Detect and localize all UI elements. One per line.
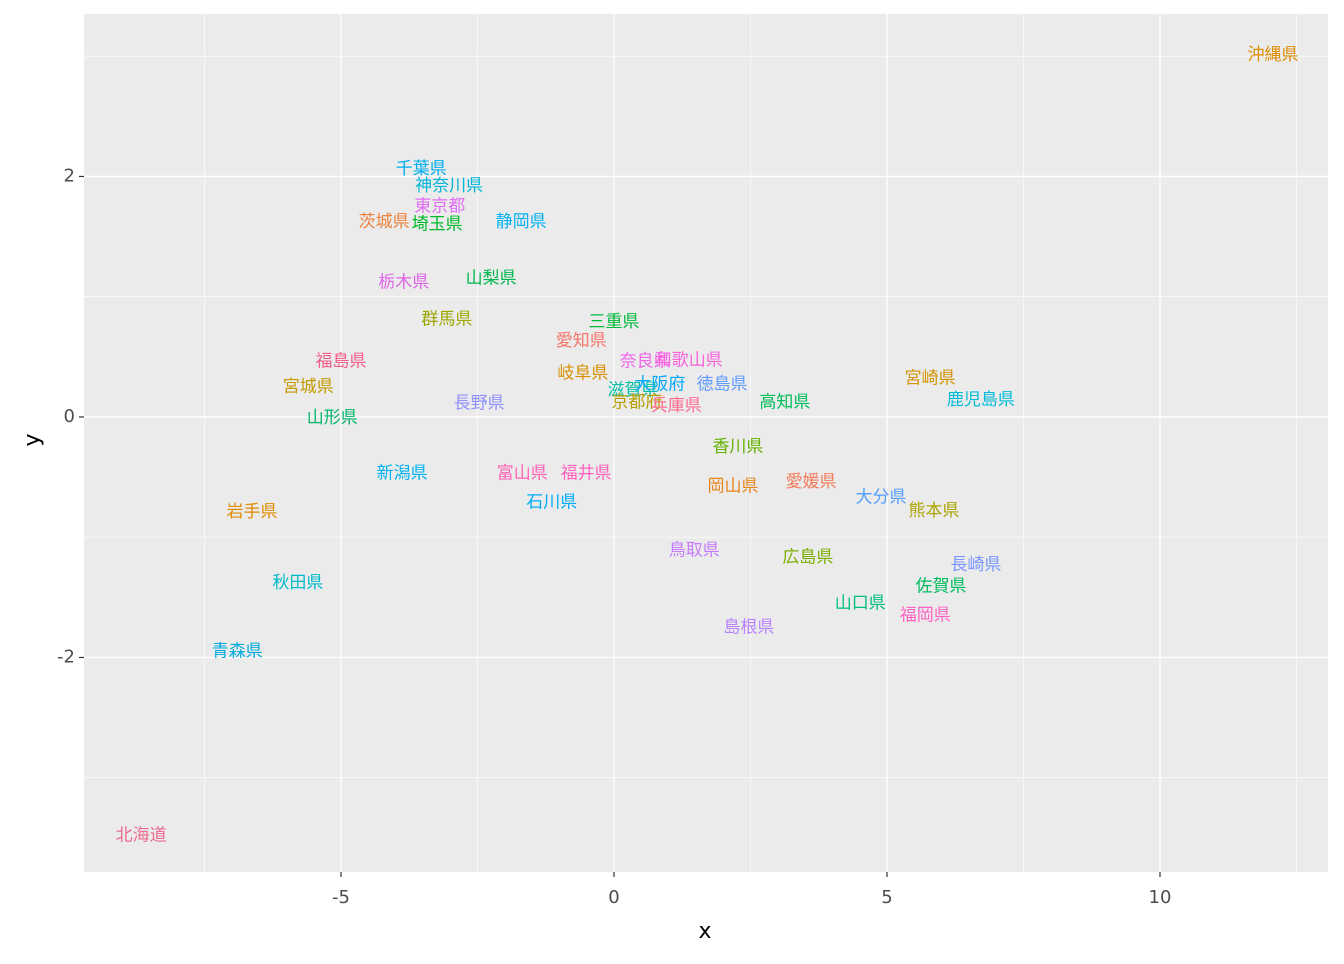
point-label: 千葉県 [396, 159, 447, 179]
point-label: 山梨県 [466, 269, 517, 289]
point-label: 埼玉県 [412, 215, 463, 235]
point-label: 宮城県 [283, 377, 334, 397]
x-tick-label: 0 [608, 887, 619, 908]
point-label: 静岡県 [496, 212, 547, 232]
point-label: 徳島県 [697, 374, 748, 394]
point-label: 群馬県 [421, 310, 472, 330]
point-label: 兵庫県 [651, 396, 702, 416]
y-tick-label: 0 [64, 406, 75, 427]
point-label: 長崎県 [950, 555, 1001, 575]
point-label: 福島県 [316, 352, 367, 372]
y-axis-title: y [20, 433, 45, 446]
point-label: 新潟県 [377, 463, 428, 483]
point-label: 宮崎県 [905, 368, 956, 388]
point-label: 岡山県 [708, 477, 759, 497]
point-label: 神奈川県 [415, 176, 483, 196]
point-label: 大阪府 [634, 374, 685, 394]
point-label: 北海道 [116, 825, 167, 845]
point-label: 熊本県 [908, 501, 959, 521]
point-label: 広島県 [782, 548, 833, 568]
point-label: 島根県 [723, 617, 774, 637]
point-label: 秋田県 [272, 573, 323, 593]
point-label: 福岡県 [900, 605, 951, 625]
point-label: 愛媛県 [786, 472, 837, 492]
point-label: 滋賀県 [608, 381, 659, 401]
point-label: 京都府 [611, 393, 662, 413]
point-label: 山口県 [835, 593, 886, 613]
point-label: 愛知県 [556, 331, 607, 351]
point-label: 大分県 [855, 488, 906, 508]
x-tick-label: -5 [332, 887, 350, 908]
x-tick-label: 5 [881, 887, 892, 908]
point-label: 栃木県 [378, 272, 429, 292]
point-label: 香川県 [712, 437, 763, 457]
y-tick-label: 2 [64, 165, 75, 186]
point-label: 福井県 [561, 463, 612, 483]
point-label: 高知県 [759, 393, 810, 413]
x-tick-label: 10 [1149, 887, 1172, 908]
point-label: 三重県 [588, 312, 639, 332]
point-label: 鹿児島県 [947, 390, 1015, 410]
point-label: 青森県 [212, 641, 263, 661]
point-label: 山形県 [307, 408, 358, 428]
y-tick-label: -2 [57, 646, 75, 667]
point-label: 茨城県 [359, 212, 410, 232]
point-label: 石川県 [526, 492, 577, 512]
point-label: 奈良県 [620, 352, 671, 372]
panel [84, 14, 1328, 872]
point-label: 岩手県 [227, 502, 278, 522]
point-label: 東京都 [414, 197, 465, 217]
point-label: 沖縄県 [1248, 45, 1299, 65]
point-label: 富山県 [497, 463, 548, 483]
point-label: 長野県 [454, 394, 505, 414]
point-label: 和歌山県 [655, 350, 723, 370]
point-label: 鳥取県 [669, 540, 720, 560]
point-label: 佐賀県 [916, 577, 967, 597]
x-axis-title: x [698, 919, 711, 944]
point-label: 岐阜県 [557, 364, 608, 384]
